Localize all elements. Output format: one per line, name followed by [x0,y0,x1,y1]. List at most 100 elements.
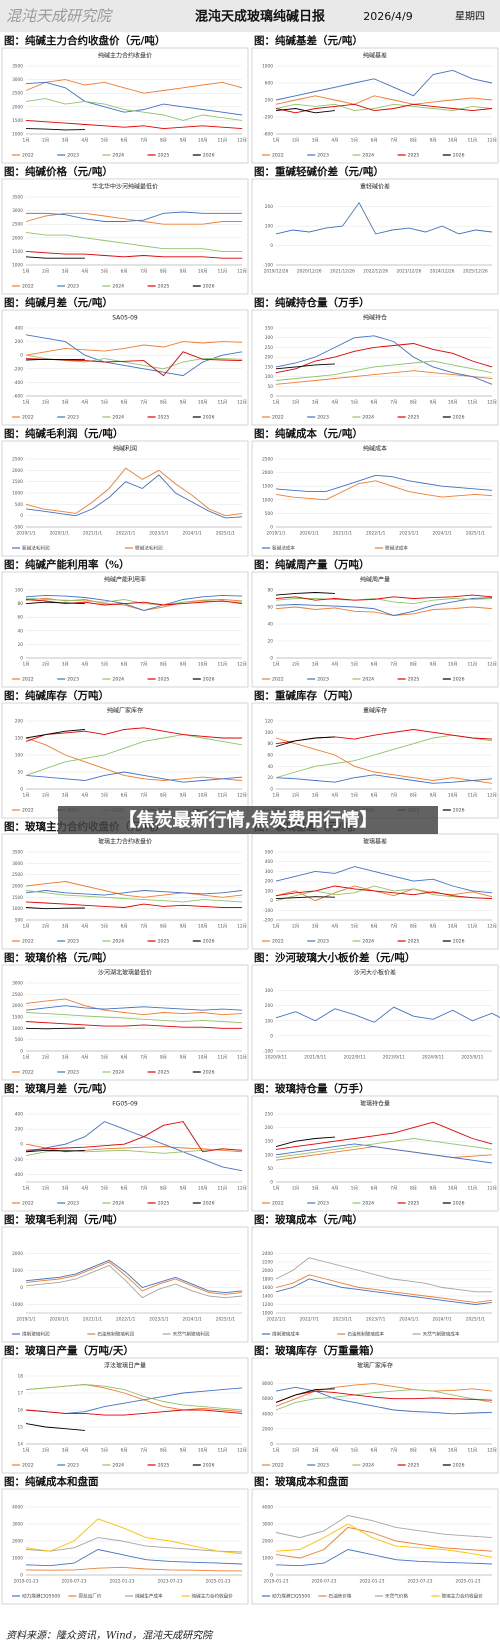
y-tick-label: 3500 [12,195,23,201]
x-tick-label: 1月 [272,924,279,930]
x-tick-label: 6月 [121,138,128,144]
x-tick-label: 4月 [81,1186,88,1192]
y-tick-label: 2000 [12,468,23,474]
x-tick-label: 2月 [292,924,299,930]
y-tick-label: 16 [18,1408,24,1414]
x-tick-label: 4月 [331,793,338,799]
x-tick-label: 2月 [42,1448,49,1454]
x-tick-label: 11月 [467,924,477,930]
y-tick-label: 0 [270,243,273,249]
x-tick-label: 3月 [312,400,319,406]
x-tick-label: 1月 [22,1055,29,1061]
y-tick-label: 1500 [12,1015,23,1021]
y-tick-label: 200 [265,98,273,104]
y-tick-label: 3500 [12,850,23,856]
y-tick-label: 0 [270,394,273,400]
y-tick-label: 150 [265,364,273,370]
y-tick-label: 500 [15,1037,23,1043]
legend-label: 2024 [362,153,374,159]
y-tick-label: -600 [263,132,273,138]
y-tick-label: 1500 [12,479,23,485]
series-line [275,343,493,374]
y-tick-label: 50 [268,1166,274,1172]
x-tick-label: 2月 [42,269,49,275]
x-tick-label: 10月 [448,1448,458,1454]
x-tick-label: 1月 [22,1186,29,1192]
x-tick-label: 2024/1/1 [182,531,202,537]
x-tick-label: 4月 [81,269,88,275]
chart-box [1,833,249,950]
x-tick-label: 5月 [101,924,108,930]
y-tick-label: 20 [18,642,24,648]
legend-label: 2025 [408,415,420,421]
chart-box [251,1488,499,1605]
chart-box [1,309,249,426]
y-tick-label: 500 [265,511,273,517]
series-line [275,774,493,784]
legend-label: 2025 [158,284,170,290]
series-line [25,474,243,519]
x-tick-label: 7月 [390,400,397,406]
chart-box [1,178,249,295]
legend-label: 2023 [67,153,79,159]
y-tick-label: 60 [268,753,274,759]
series-line [275,1006,500,1023]
x-tick-label: 5月 [351,793,358,799]
x-tick-label: 1月 [22,269,29,275]
x-tick-label: 5月 [351,138,358,144]
legend-label: 2024 [112,1463,124,1469]
x-tick-label: 6月 [121,1055,128,1061]
x-tick-label: 12月 [237,400,247,406]
legend-label: 2022 [272,1201,284,1207]
x-tick-label: 12月 [487,1448,497,1454]
legend-label: 2024 [112,939,124,945]
legend-label: 2026 [453,939,465,945]
y-tick-label: 2000 [12,884,23,890]
chart-title: 纯碱厂家库存 [107,707,143,715]
x-tick-label: 9月 [180,793,187,799]
series-line [25,727,242,742]
x-tick-label: 12月 [237,1448,247,1454]
x-tick-label: 8月 [160,924,167,930]
y-tick-label: 2000 [262,1268,273,1274]
x-tick-label: 8月 [410,1186,417,1192]
series-line [275,1549,493,1567]
y-tick-label: 300 [265,335,273,341]
x-tick-label: 4月 [331,400,338,406]
x-tick-label: 7月 [390,793,397,799]
x-tick-label: 12月 [487,400,497,406]
legend-label: 2026 [453,677,465,683]
series-line [275,885,493,902]
y-tick-label: 4000 [262,1505,273,1511]
x-tick-label: 6月 [121,1448,128,1454]
legend-label: 天然气价格 [385,1593,408,1600]
x-tick-label: 12月 [237,924,247,930]
y-tick-label: 40 [18,628,24,634]
x-tick-label: 2022/1/1 [266,1317,286,1323]
x-tick-label: 2019/1/1 [266,531,286,537]
x-tick-label: 2022-01-23 [110,1579,135,1585]
y-tick-label: 8000 [262,1381,273,1387]
x-tick-label: 4月 [81,924,88,930]
x-tick-label: 6月 [371,924,378,930]
legend-label: 2023 [317,1463,329,1469]
y-tick-label: 3000 [12,981,23,987]
series-line [275,108,335,114]
y-tick-label: 100 [265,1152,273,1158]
y-tick-label: 15 [18,1425,24,1431]
series-line [25,1121,243,1153]
legend-label: 2026 [203,284,215,290]
series-line [25,1261,243,1295]
x-tick-label: 2022-01-23 [360,1579,385,1585]
y-tick-label: 2000 [262,470,273,476]
panel-label: 图：玻璃库存（万重量箱） [254,1344,380,1357]
banner[interactable]: 【焦炭最新行情,焦炭费用行情】 [119,809,378,831]
panel-label: 图：纯碱主力合约收盘价（元/吨） [4,34,165,47]
chart-title: 玻璃持仓量 [360,1100,390,1108]
x-tick-label: 2025/9/11 [461,1055,483,1061]
x-tick-label: 4月 [81,138,88,144]
legend-label: 2025 [158,415,170,421]
x-tick-label: 2025-01-23 [206,1579,231,1585]
series-line [275,598,493,605]
